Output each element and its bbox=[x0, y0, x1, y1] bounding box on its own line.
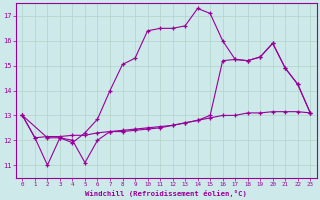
X-axis label: Windchill (Refroidissement éolien,°C): Windchill (Refroidissement éolien,°C) bbox=[85, 190, 247, 197]
